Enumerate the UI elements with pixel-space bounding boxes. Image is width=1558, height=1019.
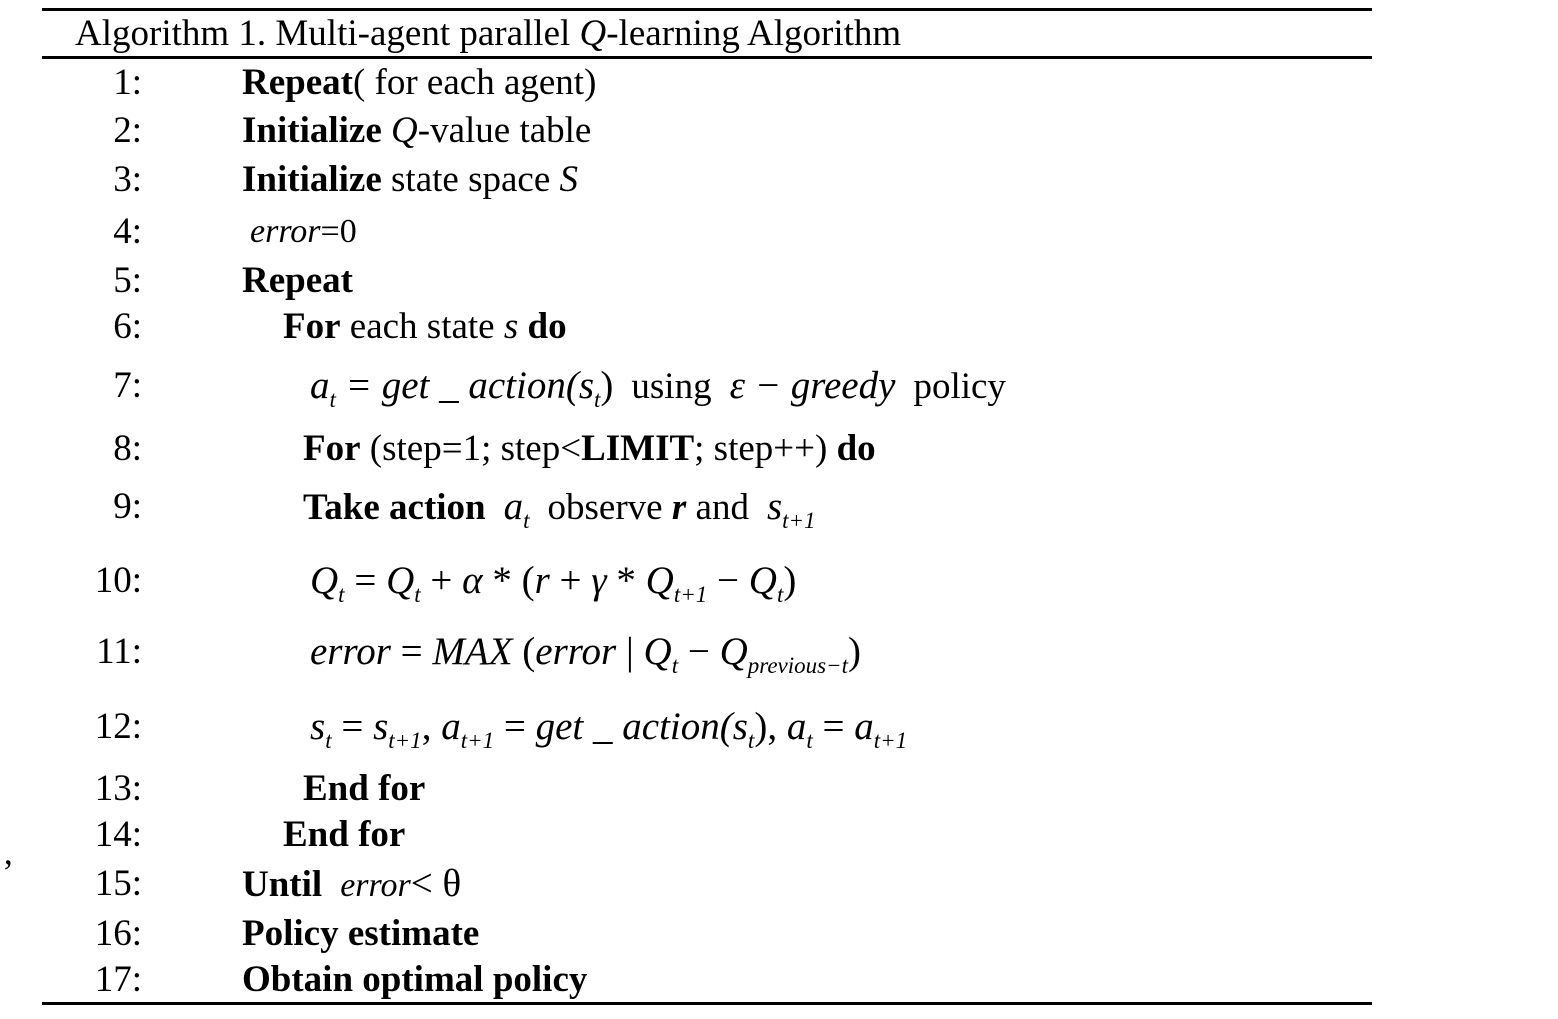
algorithm-line-3: 3: Initialize state space S: [0, 155, 1400, 205]
line-code: Until error< θ: [242, 862, 462, 905]
line-number: 9:: [113, 486, 142, 527]
margin-mark: ’: [2, 852, 14, 892]
line-code: End for: [303, 768, 426, 809]
algorithm-line-6: 6: For each state s do: [0, 302, 1400, 352]
line-number: 15:: [94, 863, 142, 904]
top-rule: [42, 8, 1372, 11]
line-number: 12:: [94, 706, 142, 747]
algorithm-line-9: 9: Take action at observe r and st+1: [0, 482, 1400, 532]
line-code: End for: [283, 814, 406, 855]
algorithm-line-17: 17: Obtain optimal policy: [0, 955, 1400, 1005]
algorithm-line-16: 16: Policy estimate: [0, 909, 1400, 959]
line-number: 3:: [113, 159, 142, 200]
line-code: Repeat: [242, 260, 353, 301]
algorithm-line-14: 14: End for: [0, 810, 1400, 860]
line-code: Initialize Q-value table: [242, 110, 592, 151]
algorithm-line-13: 13: End for: [0, 764, 1400, 814]
q-update-formula: Qt = Qt + α * (r + γ * Qt+1 − Qt): [310, 559, 797, 607]
bottom-rule: [42, 1002, 1372, 1005]
algorithm-line-12: 12: st = st+1, at+1 = get _ action(st), …: [0, 702, 1400, 752]
line-number: 7:: [113, 365, 142, 406]
line-code: at = get _ action(st) using ε − greedy poli…: [310, 364, 1006, 412]
line-code: Take action at observe r and st+1: [303, 485, 816, 533]
state-update-formula: st = st+1, at+1 = get _ action(st), at =…: [310, 705, 908, 753]
line-code: Policy estimate: [242, 913, 480, 954]
line-number: 11:: [96, 631, 142, 672]
algorithm-line-1: 1: Repeat( for each agent): [0, 58, 1400, 108]
algorithm-line-5: 5: Repeat: [0, 256, 1400, 306]
algorithm-line-11: 11: error = MAX (error | Qt − Qprevious−…: [0, 627, 1400, 677]
line-number: 6:: [113, 306, 142, 347]
line-number: 13:: [94, 768, 142, 809]
line-code: Obtain optimal policy: [242, 959, 588, 1000]
line-number: 14:: [94, 814, 142, 855]
algorithm-line-7: 7: at = get _ action(st) using ε − greedy p…: [0, 361, 1400, 411]
line-number: 5:: [113, 260, 142, 301]
line-number: 16:: [94, 913, 142, 954]
line-number: 2:: [113, 110, 142, 151]
algorithm-line-2: 2: Initialize Q-value table: [0, 106, 1400, 156]
line-number: 4:: [113, 211, 142, 252]
algorithm-line-15: 15: Until error< θ: [0, 859, 1400, 909]
line-number: 1:: [113, 62, 142, 103]
algorithm-line-4: 4: error=0: [0, 207, 1400, 257]
line-code: For (step=1; step<LIMIT; step++) do: [303, 428, 876, 469]
line-code: error=0: [250, 213, 357, 250]
line-number: 10:: [94, 560, 142, 601]
algorithm-title: Algorithm 1. Multi-agent parallel Q-lear…: [75, 13, 902, 54]
line-code: For each state s do: [283, 306, 567, 347]
algorithm-line-8: 8: For (step=1; step<LIMIT; step++) do: [0, 424, 1400, 474]
line-code: Repeat( for each agent): [242, 62, 597, 103]
algorithm-line-10: 10: Qt = Qt + α * (r + γ * Qt+1 − Qt): [0, 556, 1400, 606]
line-code: Initialize state space S: [242, 159, 578, 200]
header-rule: [42, 56, 1372, 59]
error-formula: error = MAX (error | Qt − Qprevious−t): [310, 630, 862, 678]
line-number: 17:: [94, 959, 142, 1000]
line-number: 8:: [113, 428, 142, 469]
